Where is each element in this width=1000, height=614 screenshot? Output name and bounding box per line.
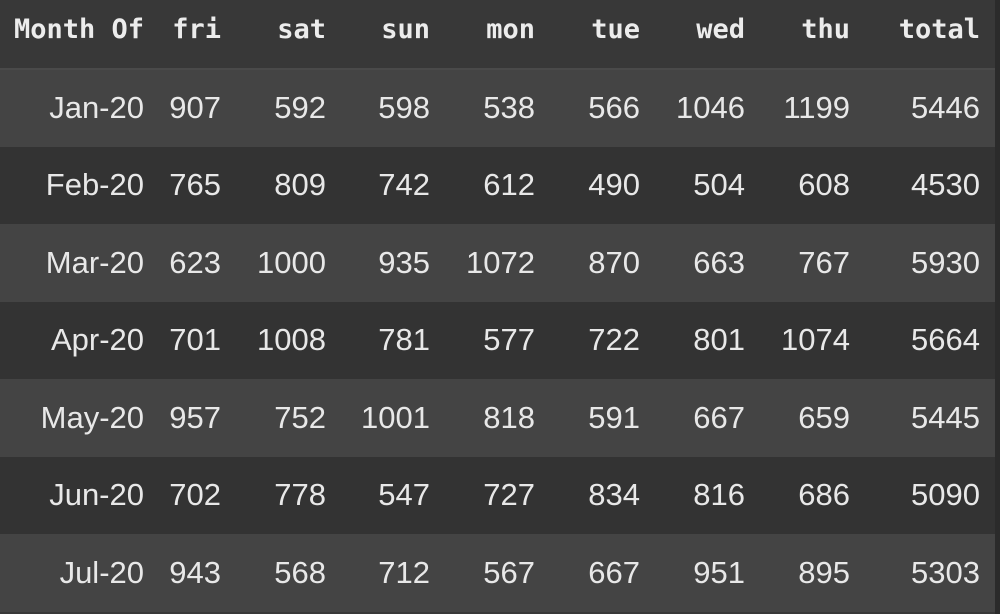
table-cell: 1046 (676, 90, 745, 126)
table-cell: 592 (274, 90, 326, 126)
column-header-mon: mon (486, 13, 535, 45)
table-cell: 767 (798, 244, 850, 280)
table-cell: 1000 (257, 244, 326, 280)
table-cell: 591 (588, 399, 640, 435)
table-cell: 667 (693, 399, 745, 435)
table-cell: 957 (169, 399, 221, 435)
table-cell: 623 (169, 244, 221, 280)
table-cell: 686 (798, 477, 850, 513)
column-header-tue: tue (591, 13, 640, 45)
table-cell: 504 (693, 167, 745, 203)
table-cell: 1008 (257, 322, 326, 358)
table-row: Jun-20 702 778 547 727 834 816 686 5090 (0, 456, 995, 534)
table-cell: 5303 (911, 554, 980, 590)
table-row: Mar-20 623 1000 935 1072 870 663 767 5930 (0, 224, 995, 302)
table-cell: 834 (588, 477, 640, 513)
header-row: Month Of fri sat sun mon tue wed thu tot… (0, 0, 995, 69)
table-cell: 5446 (911, 90, 980, 126)
table-cell: 752 (274, 399, 326, 435)
table-cell: 816 (693, 477, 745, 513)
table-cell: 5930 (911, 244, 980, 280)
column-header-sat: sat (277, 13, 326, 45)
column-header-thu: thu (801, 13, 850, 45)
row-label-month: Feb-20 (45, 167, 144, 203)
table-row: May-20 957 752 1001 818 591 667 659 5445 (0, 379, 995, 457)
row-label-month: May-20 (40, 399, 144, 435)
column-header-month-of: Month Of (13, 13, 144, 45)
table-body: Jan-20 907 592 598 538 566 1046 1199 5446 Feb-20 7… (0, 69, 995, 612)
table-cell: 612 (483, 167, 535, 203)
table-row: Jan-20 907 592 598 538 566 1046 1199 5446 (0, 69, 995, 147)
table-cell: 935 (378, 244, 430, 280)
table-cell: 547 (378, 477, 430, 513)
table-cell: 742 (378, 167, 430, 203)
table-cell: 566 (588, 90, 640, 126)
table-cell: 895 (798, 554, 850, 590)
row-label-month: Jun-20 (49, 477, 144, 513)
table-cell: 809 (274, 167, 326, 203)
table-cell: 951 (693, 554, 745, 590)
table-cell: 567 (483, 554, 535, 590)
table-cell: 1001 (361, 399, 430, 435)
table-cell: 701 (169, 322, 221, 358)
table-cell: 577 (483, 322, 535, 358)
table-cell: 608 (798, 167, 850, 203)
table-cell: 1199 (783, 90, 850, 126)
table-cell: 659 (798, 399, 850, 435)
column-header-wed: wed (696, 13, 745, 45)
table-cell: 568 (274, 554, 326, 590)
table-cell: 598 (378, 90, 430, 126)
table-cell: 5445 (911, 399, 980, 435)
row-label-month: Jul-20 (59, 554, 144, 590)
table-cell: 818 (483, 399, 535, 435)
table-cell: 907 (169, 90, 221, 126)
table-cell: 663 (693, 244, 745, 280)
table-cell: 4530 (911, 167, 980, 203)
row-label-month: Jan-20 (49, 90, 144, 126)
table-cell: 870 (588, 244, 640, 280)
table-cell: 490 (588, 167, 640, 203)
table-cell: 778 (274, 477, 326, 513)
table-cell: 702 (169, 477, 221, 513)
table-row: Jul-20 943 568 712 567 667 951 895 5303 (0, 534, 995, 612)
table-cell: 712 (378, 554, 430, 590)
table-header: Month Of fri sat sun mon tue wed thu tot… (0, 0, 995, 69)
row-label-month: Apr-20 (50, 322, 144, 358)
table-cell: 765 (169, 167, 221, 203)
column-header-fri: fri (172, 13, 221, 45)
row-label-month: Mar-20 (45, 244, 144, 280)
table-row: Feb-20 765 809 742 612 490 504 608 4530 (0, 146, 995, 224)
table-cell: 1074 (781, 322, 850, 358)
table-cell: 781 (378, 322, 430, 358)
column-header-sun: sun (381, 13, 430, 45)
table-cell: 1072 (466, 244, 535, 280)
table-cell: 727 (483, 477, 535, 513)
table-cell: 801 (693, 322, 745, 358)
table-row: Apr-20 701 1008 781 577 722 801 1074 5664 (0, 301, 995, 379)
table-cell: 538 (483, 90, 535, 126)
table-cell: 5090 (911, 477, 980, 513)
table-cell: 943 (169, 554, 221, 590)
column-header-total: total (898, 13, 980, 45)
table-cell: 722 (588, 322, 640, 358)
right-edge-shadow (995, 0, 1000, 614)
table-cell: 5664 (911, 322, 980, 358)
table-cell: 667 (588, 554, 640, 590)
